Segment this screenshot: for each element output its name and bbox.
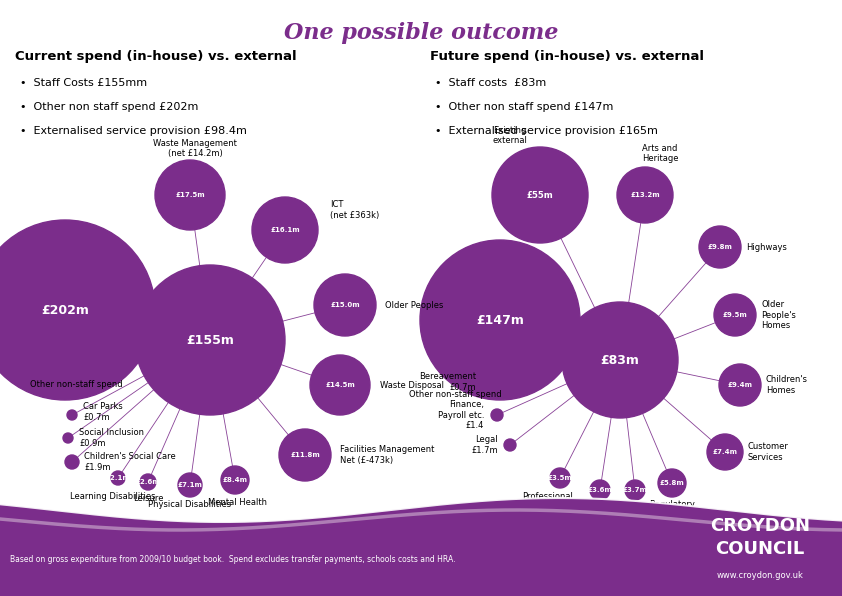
Text: •  Externalised service provision £98.4m: • Externalised service provision £98.4m [20,126,247,136]
Text: Legal
£1.7m: Legal £1.7m [472,436,498,455]
Text: •  Other non staff spend £147m: • Other non staff spend £147m [435,102,613,112]
Text: £17.5m: £17.5m [175,192,205,198]
Text: COUNCIL: COUNCIL [716,540,805,558]
Text: Older
People's
Homes: Older People's Homes [761,300,796,330]
Text: £13.2m: £13.2m [630,192,660,198]
Circle shape [178,473,202,497]
Text: •  Other non staff spend £202m: • Other non staff spend £202m [20,102,199,112]
Circle shape [135,265,285,415]
Text: •  Externalised service provision £165m: • Externalised service provision £165m [435,126,658,136]
Text: Facilities Management
Net (£-473k): Facilities Management Net (£-473k) [340,445,434,464]
Text: •  Staff Costs £155mm: • Staff Costs £155mm [20,78,147,88]
Circle shape [111,471,125,485]
Text: £9.8m: £9.8m [707,244,733,250]
Text: Waste Disposal: Waste Disposal [380,380,444,390]
Text: Mental Health: Mental Health [209,498,268,507]
Text: £147m: £147m [476,313,524,327]
Text: Highways: Highways [746,243,787,252]
Text: £7.4m: £7.4m [712,449,738,455]
Text: ICT
(net £363k): ICT (net £363k) [330,200,379,219]
Text: £3.7m: £3.7m [622,487,647,493]
Text: Social Inclusion
£0.9m: Social Inclusion £0.9m [79,429,144,448]
Circle shape [67,410,77,420]
Circle shape [279,429,331,481]
Text: £5.8m: £5.8m [659,480,685,486]
Text: £11.8m: £11.8m [290,452,320,458]
Circle shape [221,466,249,494]
Circle shape [63,433,73,443]
Text: Based on gross expenditure from 2009/10 budget book.  Spend excludes transfer pa: Based on gross expenditure from 2009/10 … [10,555,456,564]
Circle shape [562,302,678,418]
Text: £83m: £83m [600,353,639,367]
Text: £155m: £155m [186,334,234,346]
Text: £9.4m: £9.4m [727,382,753,388]
Text: Customer
Services: Customer Services [748,442,789,461]
Text: Professional
Services: Professional Services [523,492,573,511]
Text: Car Parks
£0.7m: Car Parks £0.7m [83,402,123,421]
Text: Other non-staff spend: Other non-staff spend [30,380,123,389]
Text: One possible outcome: One possible outcome [284,22,558,44]
Circle shape [420,240,580,400]
Circle shape [590,480,610,500]
Text: £55m: £55m [526,191,553,200]
Text: £3.6m: £3.6m [588,487,612,493]
Circle shape [65,455,79,469]
Circle shape [719,364,761,406]
Circle shape [550,468,570,488]
Text: Learning
Disabilities: Learning Disabilities [612,503,658,522]
Text: Regulatory
Services: Regulatory Services [649,500,695,519]
Polygon shape [0,498,842,596]
Text: £9.5m: £9.5m [722,312,748,318]
Circle shape [486,378,494,386]
Text: CROYDON: CROYDON [710,517,810,535]
Text: Other non-staff spend: Other non-staff spend [408,390,501,399]
Text: £2.6m: £2.6m [136,479,160,485]
Text: £15.0m: £15.0m [330,302,360,308]
Text: £3.5m: £3.5m [547,475,573,481]
Text: Children's Social Care
£1.9m: Children's Social Care £1.9m [84,452,176,471]
Text: £2.1m: £2.1m [105,475,131,481]
Circle shape [155,160,225,230]
Text: £14.5m: £14.5m [325,382,354,388]
Text: Learning Disabilities: Learning Disabilities [70,492,156,501]
Circle shape [714,294,756,336]
Circle shape [707,434,743,470]
Text: Older Peoples: Older Peoples [385,300,444,309]
Circle shape [310,355,370,415]
Text: Physical Disabilities: Physical Disabilities [148,500,232,509]
Text: £202m: £202m [41,303,89,316]
Text: Existing
external: Existing external [493,126,527,145]
Text: Arts and
Heritage: Arts and Heritage [642,144,679,163]
Text: Home
Care: Home Care [588,503,612,522]
Circle shape [314,274,376,336]
Text: Finance,
Payroll etc.
£1.4: Finance, Payroll etc. £1.4 [438,401,484,430]
Circle shape [0,220,155,400]
Circle shape [252,197,318,263]
Circle shape [617,167,673,223]
Circle shape [491,409,503,421]
Text: £16.1m: £16.1m [270,227,300,233]
Text: Current spend (in-house) vs. external: Current spend (in-house) vs. external [15,50,296,63]
Circle shape [504,439,516,451]
Text: Future spend (in-house) vs. external: Future spend (in-house) vs. external [430,50,704,63]
Text: Bereavement
£0.7m: Bereavement £0.7m [418,372,476,392]
Circle shape [140,474,156,490]
Text: Waste Management
(net £14.2m): Waste Management (net £14.2m) [153,139,237,158]
Text: www.croydon.gov.uk: www.croydon.gov.uk [717,571,803,580]
Text: £7.1m: £7.1m [178,482,202,488]
Text: •  Staff costs  £83m: • Staff costs £83m [435,78,546,88]
Text: Children's
Homes: Children's Homes [766,375,808,395]
Circle shape [699,226,741,268]
Text: Leisure: Leisure [133,494,163,503]
Text: £8.4m: £8.4m [222,477,248,483]
Circle shape [658,469,686,497]
Circle shape [625,480,645,500]
Circle shape [492,147,588,243]
